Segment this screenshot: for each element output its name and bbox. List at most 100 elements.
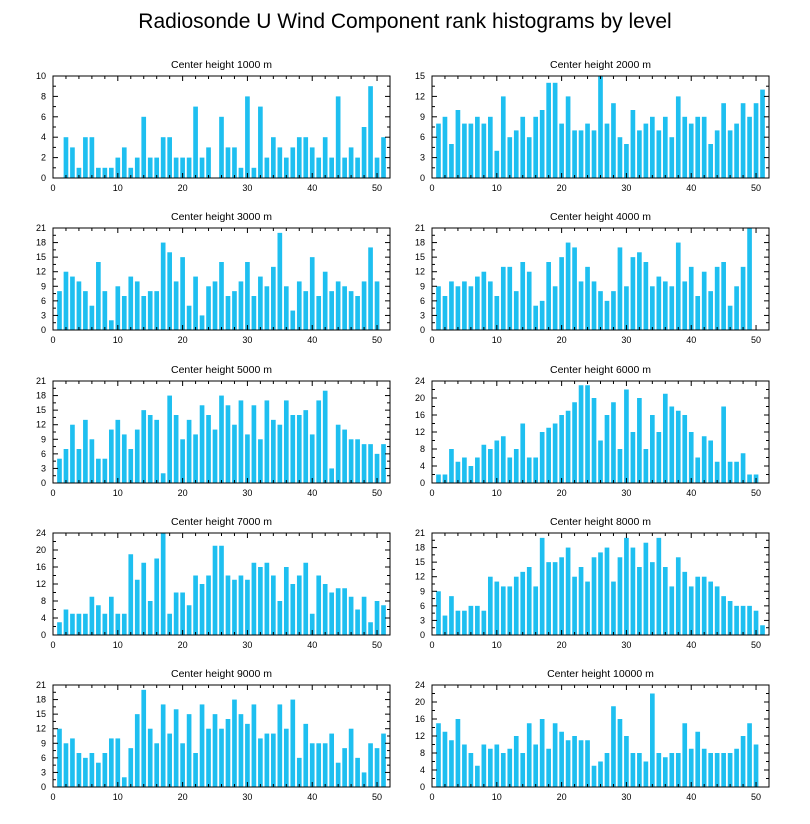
y-tick-label: 3 (420, 153, 425, 163)
histogram-bar (559, 731, 564, 787)
chart-panel: Center height 2000 m 0 10 20 30 40 50 0 3 6 9 12 15 (415, 59, 770, 193)
histogram-bar (283, 728, 289, 787)
histogram-bar (520, 262, 526, 330)
histogram-bar (329, 291, 335, 330)
histogram-bar (322, 390, 328, 483)
x-tick-label: 50 (372, 640, 382, 650)
histogram-bar (63, 743, 69, 787)
histogram-bar (688, 586, 694, 635)
x-tick-label: 30 (621, 640, 631, 650)
histogram-bar (342, 286, 347, 330)
histogram-bar (335, 762, 341, 787)
histogram-bar (283, 157, 289, 178)
histogram-bar (70, 424, 75, 483)
histogram-bar (63, 609, 69, 635)
x-tick-label: 40 (686, 792, 696, 802)
x-tick-label: 50 (372, 792, 382, 802)
histogram-bar (598, 291, 603, 330)
histogram-bar (734, 748, 739, 787)
x-tick-label: 10 (492, 640, 502, 650)
histogram-bar (617, 449, 623, 483)
histogram-bar (57, 291, 62, 330)
histogram-bar (361, 596, 367, 635)
histogram-bar (251, 405, 257, 483)
histogram-bar (180, 439, 185, 483)
histogram-bar (436, 723, 441, 787)
x-tick-label: 30 (242, 488, 252, 498)
histogram-bar (258, 567, 263, 635)
histogram-bar (167, 733, 172, 787)
histogram-bar (83, 291, 88, 330)
histogram-bar (585, 581, 590, 635)
y-tick-label: 10 (36, 71, 46, 81)
histogram-bar (316, 296, 322, 330)
histogram-bar (96, 762, 101, 787)
histogram-bar (682, 116, 688, 178)
x-tick-label: 10 (113, 183, 123, 193)
histogram-bar (167, 613, 172, 635)
histogram-bar (219, 395, 224, 483)
histogram-bar (513, 449, 519, 483)
histogram-bar (154, 743, 160, 787)
histogram-bar (682, 571, 688, 635)
y-tick-label: 0 (41, 173, 46, 183)
histogram-bar (507, 457, 513, 483)
histogram-bar (76, 753, 82, 787)
histogram-bar (258, 276, 263, 330)
x-tick-label: 40 (307, 335, 317, 345)
histogram-bar (539, 300, 545, 330)
histogram-bar (475, 605, 480, 635)
histogram-bar (701, 116, 707, 178)
histogram-bar (121, 147, 127, 178)
y-tick-label: 0 (41, 478, 46, 488)
histogram-bar (134, 429, 140, 483)
histogram-bar (546, 82, 551, 178)
histogram-bar (141, 410, 147, 483)
histogram-bar (585, 123, 590, 178)
histogram-bar (585, 266, 590, 330)
y-tick-label: 12 (36, 267, 46, 277)
histogram-bar (637, 753, 642, 787)
histogram-bar (303, 410, 309, 483)
y-tick-label: 18 (36, 695, 46, 705)
x-tick-label: 40 (307, 488, 317, 498)
histogram-bar (186, 419, 192, 483)
x-tick-label: 40 (686, 335, 696, 345)
y-tick-label: 3 (41, 767, 46, 777)
y-tick-label: 6 (420, 601, 425, 611)
histogram-bar (455, 286, 461, 330)
histogram-bar (727, 601, 733, 635)
histogram-bar (108, 596, 114, 635)
histogram-bar (624, 736, 629, 787)
y-tick-label: 3 (41, 310, 46, 320)
y-tick-label: 24 (36, 528, 46, 538)
histogram-bar (186, 714, 192, 787)
histogram-bar (225, 405, 231, 483)
histogram-bar (219, 545, 224, 635)
x-tick-label: 0 (50, 792, 55, 802)
histogram-bar (494, 296, 500, 330)
histogram-bar (361, 127, 367, 178)
histogram-bar (173, 157, 179, 178)
histogram-bar (335, 96, 341, 178)
panel-title: Center height 1000 m (171, 59, 272, 71)
histogram-bar (442, 615, 448, 635)
histogram-bar (449, 740, 454, 787)
histogram-bar (475, 116, 480, 178)
x-tick-label: 50 (751, 792, 761, 802)
histogram-bar (193, 276, 198, 330)
histogram-bar (147, 728, 153, 787)
y-tick-label: 9 (420, 112, 425, 122)
x-tick-label: 30 (621, 792, 631, 802)
y-tick-label: 15 (415, 71, 425, 81)
y-tick-label: 15 (36, 252, 46, 262)
histogram-bar (290, 699, 296, 787)
histogram-bar (141, 116, 147, 178)
histogram-bar (355, 157, 360, 178)
x-tick-label: 0 (429, 335, 434, 345)
histogram-bar (147, 415, 153, 483)
histogram-bar (225, 719, 231, 787)
histogram-bar (271, 137, 276, 178)
histogram-bar (714, 266, 720, 330)
histogram-bar (747, 116, 752, 178)
